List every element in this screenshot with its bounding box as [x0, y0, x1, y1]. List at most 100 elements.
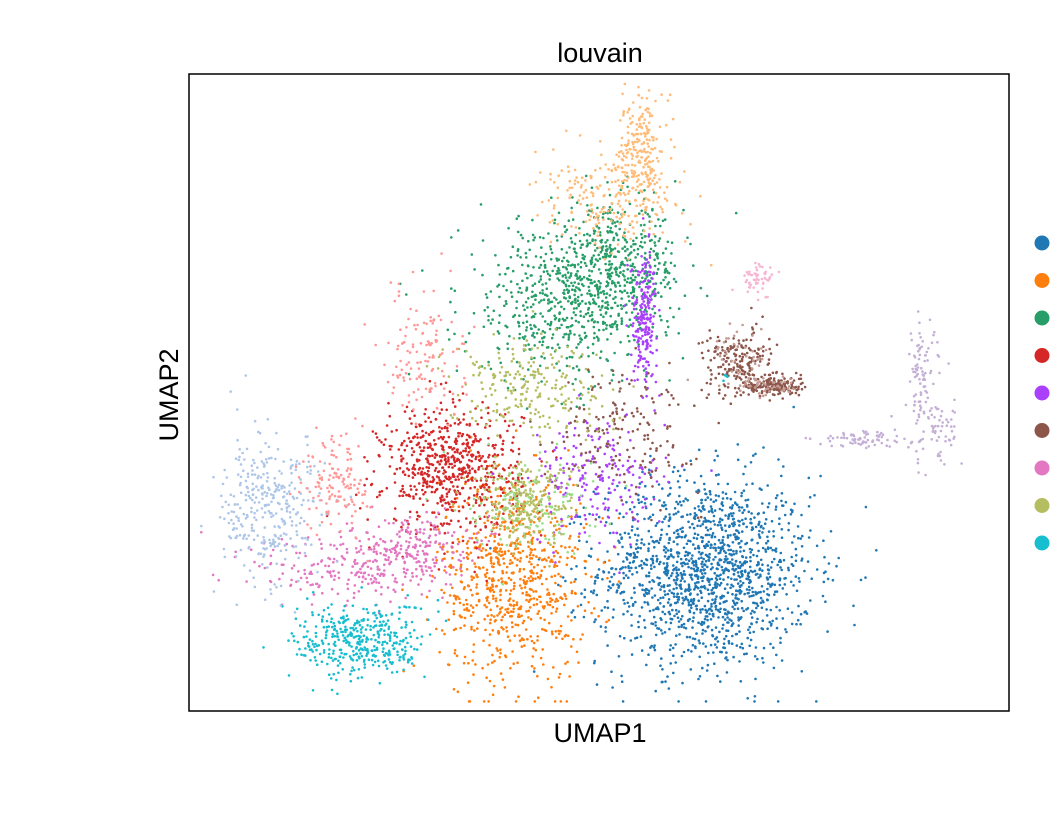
data-point [469, 614, 473, 617]
data-point [688, 526, 692, 529]
data-point [699, 570, 702, 573]
data-point [496, 560, 500, 564]
data-point [628, 561, 632, 565]
data-point [649, 320, 652, 323]
data-point [594, 302, 598, 306]
data-point [455, 369, 459, 373]
data-point [324, 564, 327, 568]
data-point [619, 533, 622, 536]
data-point [639, 635, 643, 638]
data-point [387, 401, 390, 405]
data-point [786, 607, 790, 610]
data-point [528, 248, 531, 252]
data-point [359, 545, 363, 548]
data-point [666, 283, 669, 286]
data-point [618, 459, 621, 462]
data-point [563, 333, 566, 336]
data-point [488, 577, 491, 580]
data-point [503, 520, 506, 524]
data-point [547, 232, 550, 235]
data-point [516, 230, 520, 234]
data-point [638, 358, 642, 362]
data-point [707, 625, 710, 628]
data-point [465, 438, 469, 442]
data-point [588, 241, 592, 245]
data-point [751, 388, 754, 391]
data-point [217, 578, 220, 582]
data-point [525, 598, 528, 602]
data-point [562, 493, 565, 497]
data-point [412, 463, 416, 467]
data-point [631, 525, 634, 528]
data-point [557, 572, 560, 576]
data-point [449, 505, 452, 509]
data-point [407, 522, 410, 526]
data-point [554, 549, 558, 553]
data-point [736, 458, 740, 462]
data-point [543, 565, 546, 569]
data-point [740, 491, 744, 495]
data-point [579, 260, 583, 264]
data-point [591, 311, 594, 314]
data-point [658, 576, 661, 580]
data-point [622, 612, 625, 616]
data-point [640, 209, 643, 213]
data-point [706, 588, 710, 591]
data-point [619, 567, 622, 571]
data-point [625, 377, 629, 381]
data-point [606, 247, 609, 251]
data-point [474, 536, 478, 540]
scatter-points [200, 82, 963, 703]
data-point [722, 383, 726, 386]
data-point [689, 242, 692, 246]
data-point [623, 238, 627, 241]
data-point [709, 546, 712, 550]
data-point [443, 469, 446, 472]
data-point [677, 510, 680, 514]
data-point [631, 473, 635, 477]
data-point [580, 485, 584, 489]
data-point [705, 396, 709, 400]
data-point [290, 567, 294, 570]
data-point [299, 576, 303, 580]
data-point [726, 616, 729, 619]
data-point [545, 601, 549, 604]
data-point [416, 472, 420, 475]
data-point [560, 248, 564, 251]
data-point [422, 446, 426, 449]
data-point [618, 436, 622, 439]
data-point [632, 243, 635, 246]
data-point [534, 312, 537, 316]
data-point [822, 580, 826, 584]
data-point [509, 559, 512, 562]
data-point [640, 606, 644, 609]
data-point [710, 469, 713, 472]
data-point [498, 655, 502, 659]
data-point [597, 268, 601, 271]
data-point [710, 373, 713, 376]
data-point [677, 700, 680, 703]
data-point [714, 376, 717, 380]
data-point [726, 568, 730, 572]
data-point [748, 356, 751, 359]
data-point [756, 617, 759, 621]
data-point [629, 639, 633, 642]
data-point [628, 455, 631, 459]
data-point [418, 423, 421, 426]
data-point [643, 434, 646, 437]
data-point [638, 244, 642, 248]
data-point [552, 554, 556, 558]
data-point [577, 304, 581, 308]
data-point [450, 455, 453, 459]
data-point [724, 492, 728, 496]
data-point [564, 297, 567, 300]
data-point [509, 610, 513, 613]
data-point [677, 610, 681, 613]
data-point [592, 254, 595, 257]
data-point [642, 561, 646, 565]
data-point [768, 399, 772, 402]
data-point [779, 566, 782, 569]
data-point [433, 565, 437, 568]
data-point [568, 545, 571, 549]
data-point [746, 697, 749, 700]
